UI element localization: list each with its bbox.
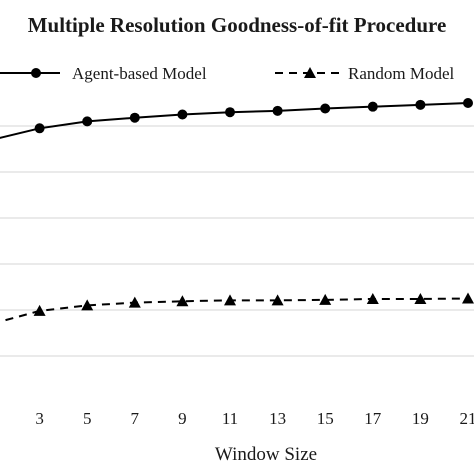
x-tick-label: 5 <box>83 409 92 428</box>
legend-label-random: Random Model <box>348 64 455 83</box>
series-0-point <box>177 109 188 120</box>
series-0-point <box>367 101 378 112</box>
x-axis-ticks: 13579111315171921 <box>35 409 474 428</box>
plot-area <box>0 98 474 323</box>
x-axis-title: Window Size <box>215 444 317 465</box>
legend-label-agent: Agent-based Model <box>72 64 207 83</box>
series-line-0 <box>0 102 469 139</box>
x-tick-label: 7 <box>131 409 140 428</box>
series-1-point <box>128 296 141 308</box>
series-1-point <box>319 293 332 305</box>
x-tick-label: 3 <box>35 409 44 428</box>
series-0-point <box>415 99 426 110</box>
series-0-point <box>82 116 93 127</box>
series-0-point <box>272 105 283 116</box>
x-tick-label: 13 <box>269 409 286 428</box>
x-tick-label: 19 <box>412 409 429 428</box>
series-0-point <box>129 112 140 123</box>
series-1-point <box>414 292 427 304</box>
series-1-point <box>33 304 46 316</box>
series-1-point <box>81 299 94 311</box>
series-1-point <box>224 294 236 306</box>
x-tick-label: 9 <box>178 409 187 428</box>
series-1-point <box>366 292 379 304</box>
series-0-point <box>320 103 331 114</box>
series-1-point <box>176 295 189 307</box>
x-tick-label: 11 <box>222 409 238 428</box>
series-1-point <box>271 294 284 306</box>
grid <box>0 125 474 357</box>
x-tick-label: 21 <box>460 409 474 428</box>
series-1-point <box>462 292 474 304</box>
x-tick-label: 17 <box>364 409 382 428</box>
legend-marker-agent <box>31 68 41 78</box>
chart-title: Multiple Resolution Goodness-of-fit Proc… <box>28 13 447 37</box>
series-0-point <box>34 123 45 134</box>
x-tick-label: 15 <box>317 409 334 428</box>
series-0-point <box>463 98 473 108</box>
series-0-point <box>225 107 235 118</box>
legend: Agent-based Model Random Model <box>0 64 455 83</box>
legend-marker-random <box>304 67 316 78</box>
